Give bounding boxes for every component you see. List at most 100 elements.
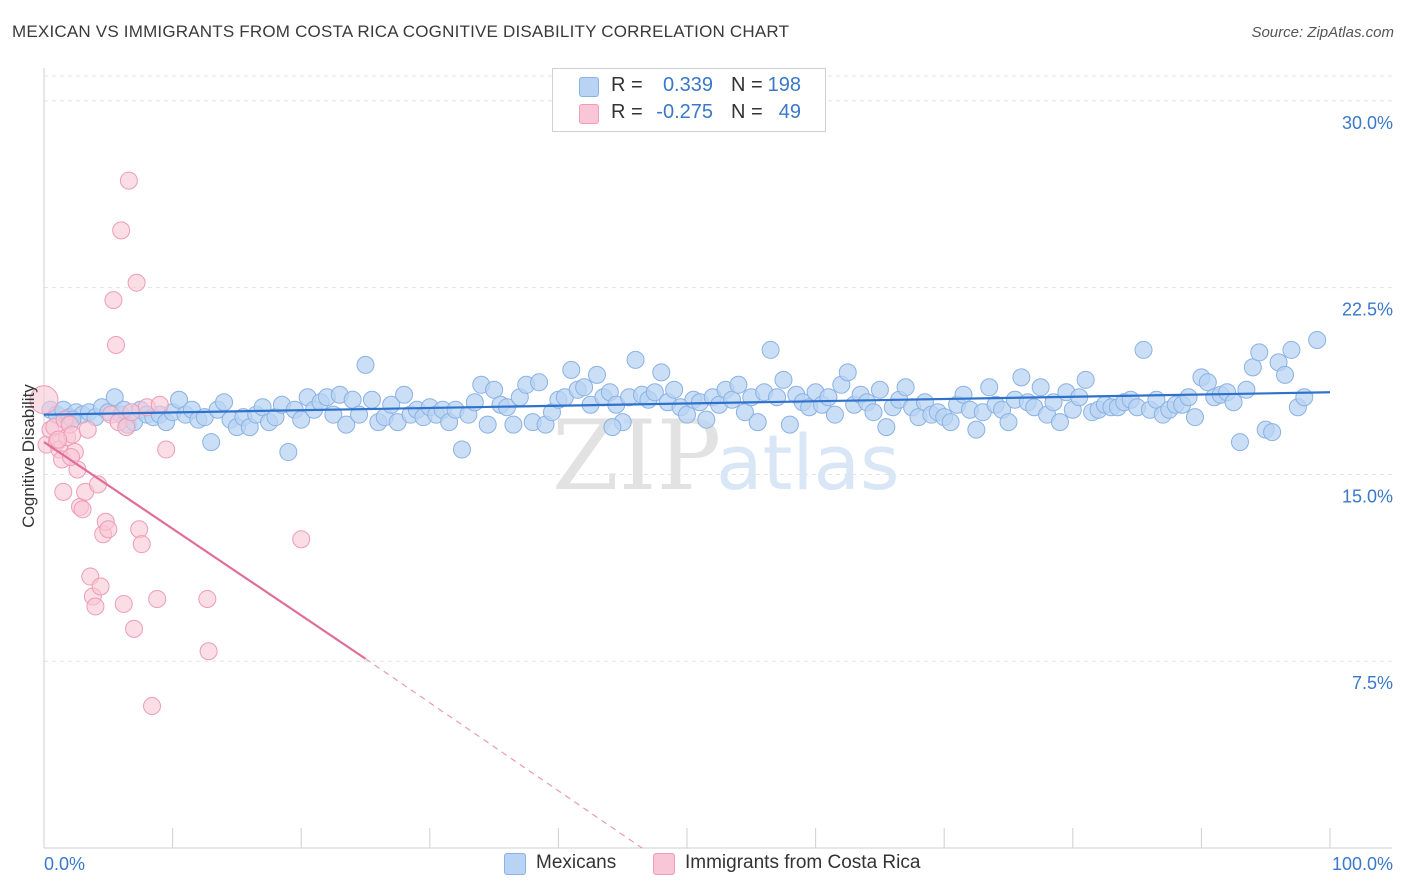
data-point-mexicans xyxy=(877,418,896,437)
data-point-mexicans xyxy=(105,388,124,407)
data-point-mexicans xyxy=(504,415,523,434)
data-point-mexicans xyxy=(603,418,622,437)
x-tick-label: 100.0% xyxy=(1332,854,1393,874)
legend-r-value: 0.339 xyxy=(662,74,713,96)
legend-n-value: 49 xyxy=(778,101,801,123)
data-point-mexicans xyxy=(1308,330,1327,349)
data-point-mexicans xyxy=(1275,365,1294,384)
data-point-mexicans xyxy=(1179,388,1198,407)
legend-swatch-costa-rica xyxy=(653,853,675,875)
data-point-mexicans xyxy=(1012,368,1031,387)
legend-r-value: -0.275 xyxy=(656,101,713,123)
legend-r-label: R = xyxy=(611,74,643,96)
correlation-legend: R = 0.339 N = 198 R = -0.275 N = 49 xyxy=(552,68,826,132)
y-tick-label: 7.5% xyxy=(1352,673,1393,693)
data-point-mexicans xyxy=(645,383,664,402)
data-point-costa-rica xyxy=(49,430,68,449)
data-point-mexicans xyxy=(202,433,221,452)
data-point-costa-rica xyxy=(73,500,92,519)
legend-label-costa-rica: Immigrants from Costa Rica xyxy=(685,852,921,873)
y-tick-label: 22.5% xyxy=(1342,300,1393,320)
data-point-costa-rica xyxy=(199,642,218,661)
data-point-mexicans xyxy=(1050,413,1069,432)
data-point-mexicans xyxy=(562,360,581,379)
trend-line-mexicans xyxy=(43,391,1331,416)
data-point-mexicans xyxy=(1295,388,1314,407)
data-point-costa-rica xyxy=(127,273,146,292)
data-point-mexicans xyxy=(530,373,549,392)
data-point-mexicans xyxy=(941,413,960,432)
data-point-costa-rica xyxy=(157,440,176,459)
data-point-mexicans xyxy=(999,413,1018,432)
data-point-costa-rica xyxy=(107,335,126,354)
data-point-mexicans xyxy=(896,378,915,397)
data-point-costa-rica xyxy=(117,418,136,437)
data-point-mexicans xyxy=(665,380,684,399)
data-point-mexicans xyxy=(1243,358,1262,377)
data-point-mexicans xyxy=(1076,370,1095,389)
legend-row-mexicans: R = 0.339 N = 198 xyxy=(553,73,825,101)
data-point-mexicans xyxy=(1134,340,1153,359)
legend-n-label: N = xyxy=(731,101,763,123)
data-point-mexicans xyxy=(838,363,857,382)
data-point-costa-rica xyxy=(119,171,138,190)
trend-lines xyxy=(43,391,1331,849)
data-point-costa-rica xyxy=(91,577,110,596)
y-tick-label: 30.0% xyxy=(1342,113,1393,133)
watermark-atlas: atlas xyxy=(716,418,900,507)
data-point-mexicans xyxy=(980,378,999,397)
data-point-mexicans xyxy=(626,350,645,369)
source-label: Source: ZipAtlas.com xyxy=(1251,24,1394,41)
data-point-mexicans xyxy=(870,380,889,399)
watermark-zip: ZIP xyxy=(552,400,721,512)
data-point-mexicans xyxy=(1185,408,1204,427)
data-point-mexicans xyxy=(723,390,742,409)
chart-title: MEXICAN VS IMMIGRANTS FROM COSTA RICA CO… xyxy=(12,22,790,41)
data-point-mexicans xyxy=(575,378,594,397)
gridlines xyxy=(44,75,1392,662)
data-point-costa-rica xyxy=(114,594,133,613)
x-tick-label: 0.0% xyxy=(44,854,85,874)
data-point-costa-rica xyxy=(78,420,97,439)
data-point-mexicans xyxy=(478,415,497,434)
data-point-mexicans xyxy=(954,385,973,404)
data-point-costa-rica xyxy=(130,520,149,539)
data-point-mexicans xyxy=(350,405,369,424)
data-point-costa-rica xyxy=(86,597,105,616)
data-point-mexicans xyxy=(825,405,844,424)
data-point-costa-rica xyxy=(150,395,169,414)
tick-labels: 7.5% 15.0% 22.5% 30.0% 0.0% 100.0% xyxy=(44,113,1393,874)
data-point-mexicans xyxy=(967,420,986,439)
data-point-mexicans xyxy=(748,413,767,432)
y-tick-label: 15.0% xyxy=(1342,486,1393,506)
data-point-mexicans xyxy=(735,403,754,422)
data-point-mexicans xyxy=(1237,380,1256,399)
series-legend: Mexicans Immigrants from Costa Rica xyxy=(0,851,1406,877)
data-point-mexicans xyxy=(864,403,883,422)
data-point-mexicans xyxy=(356,355,375,374)
data-point-costa-rica xyxy=(62,448,81,467)
data-point-mexicans xyxy=(362,390,381,409)
legend-swatch-blue xyxy=(579,77,599,97)
data-point-mexicans xyxy=(279,443,298,462)
data-point-mexicans xyxy=(215,393,234,412)
data-point-mexicans xyxy=(587,365,606,384)
y-axis-label: Cognitive Disability xyxy=(19,384,38,528)
legend-n-value: 198 xyxy=(767,74,801,96)
data-point-mexicans xyxy=(774,370,793,389)
data-point-mexicans xyxy=(1282,340,1301,359)
data-point-mexicans xyxy=(761,340,780,359)
data-point-costa-rica xyxy=(125,619,144,638)
data-point-mexicans xyxy=(780,415,799,434)
data-point-costa-rica xyxy=(104,291,123,310)
data-point-costa-rica xyxy=(148,589,167,608)
axes xyxy=(43,68,1392,849)
data-point-mexicans xyxy=(395,385,414,404)
trend-line-costa-rica-extension xyxy=(365,658,643,849)
data-point-costa-rica xyxy=(112,221,131,240)
data-point-mexicans xyxy=(343,390,362,409)
data-point-mexicans xyxy=(697,410,716,429)
data-point-mexicans xyxy=(1198,373,1217,392)
data-point-mexicans xyxy=(452,440,471,459)
